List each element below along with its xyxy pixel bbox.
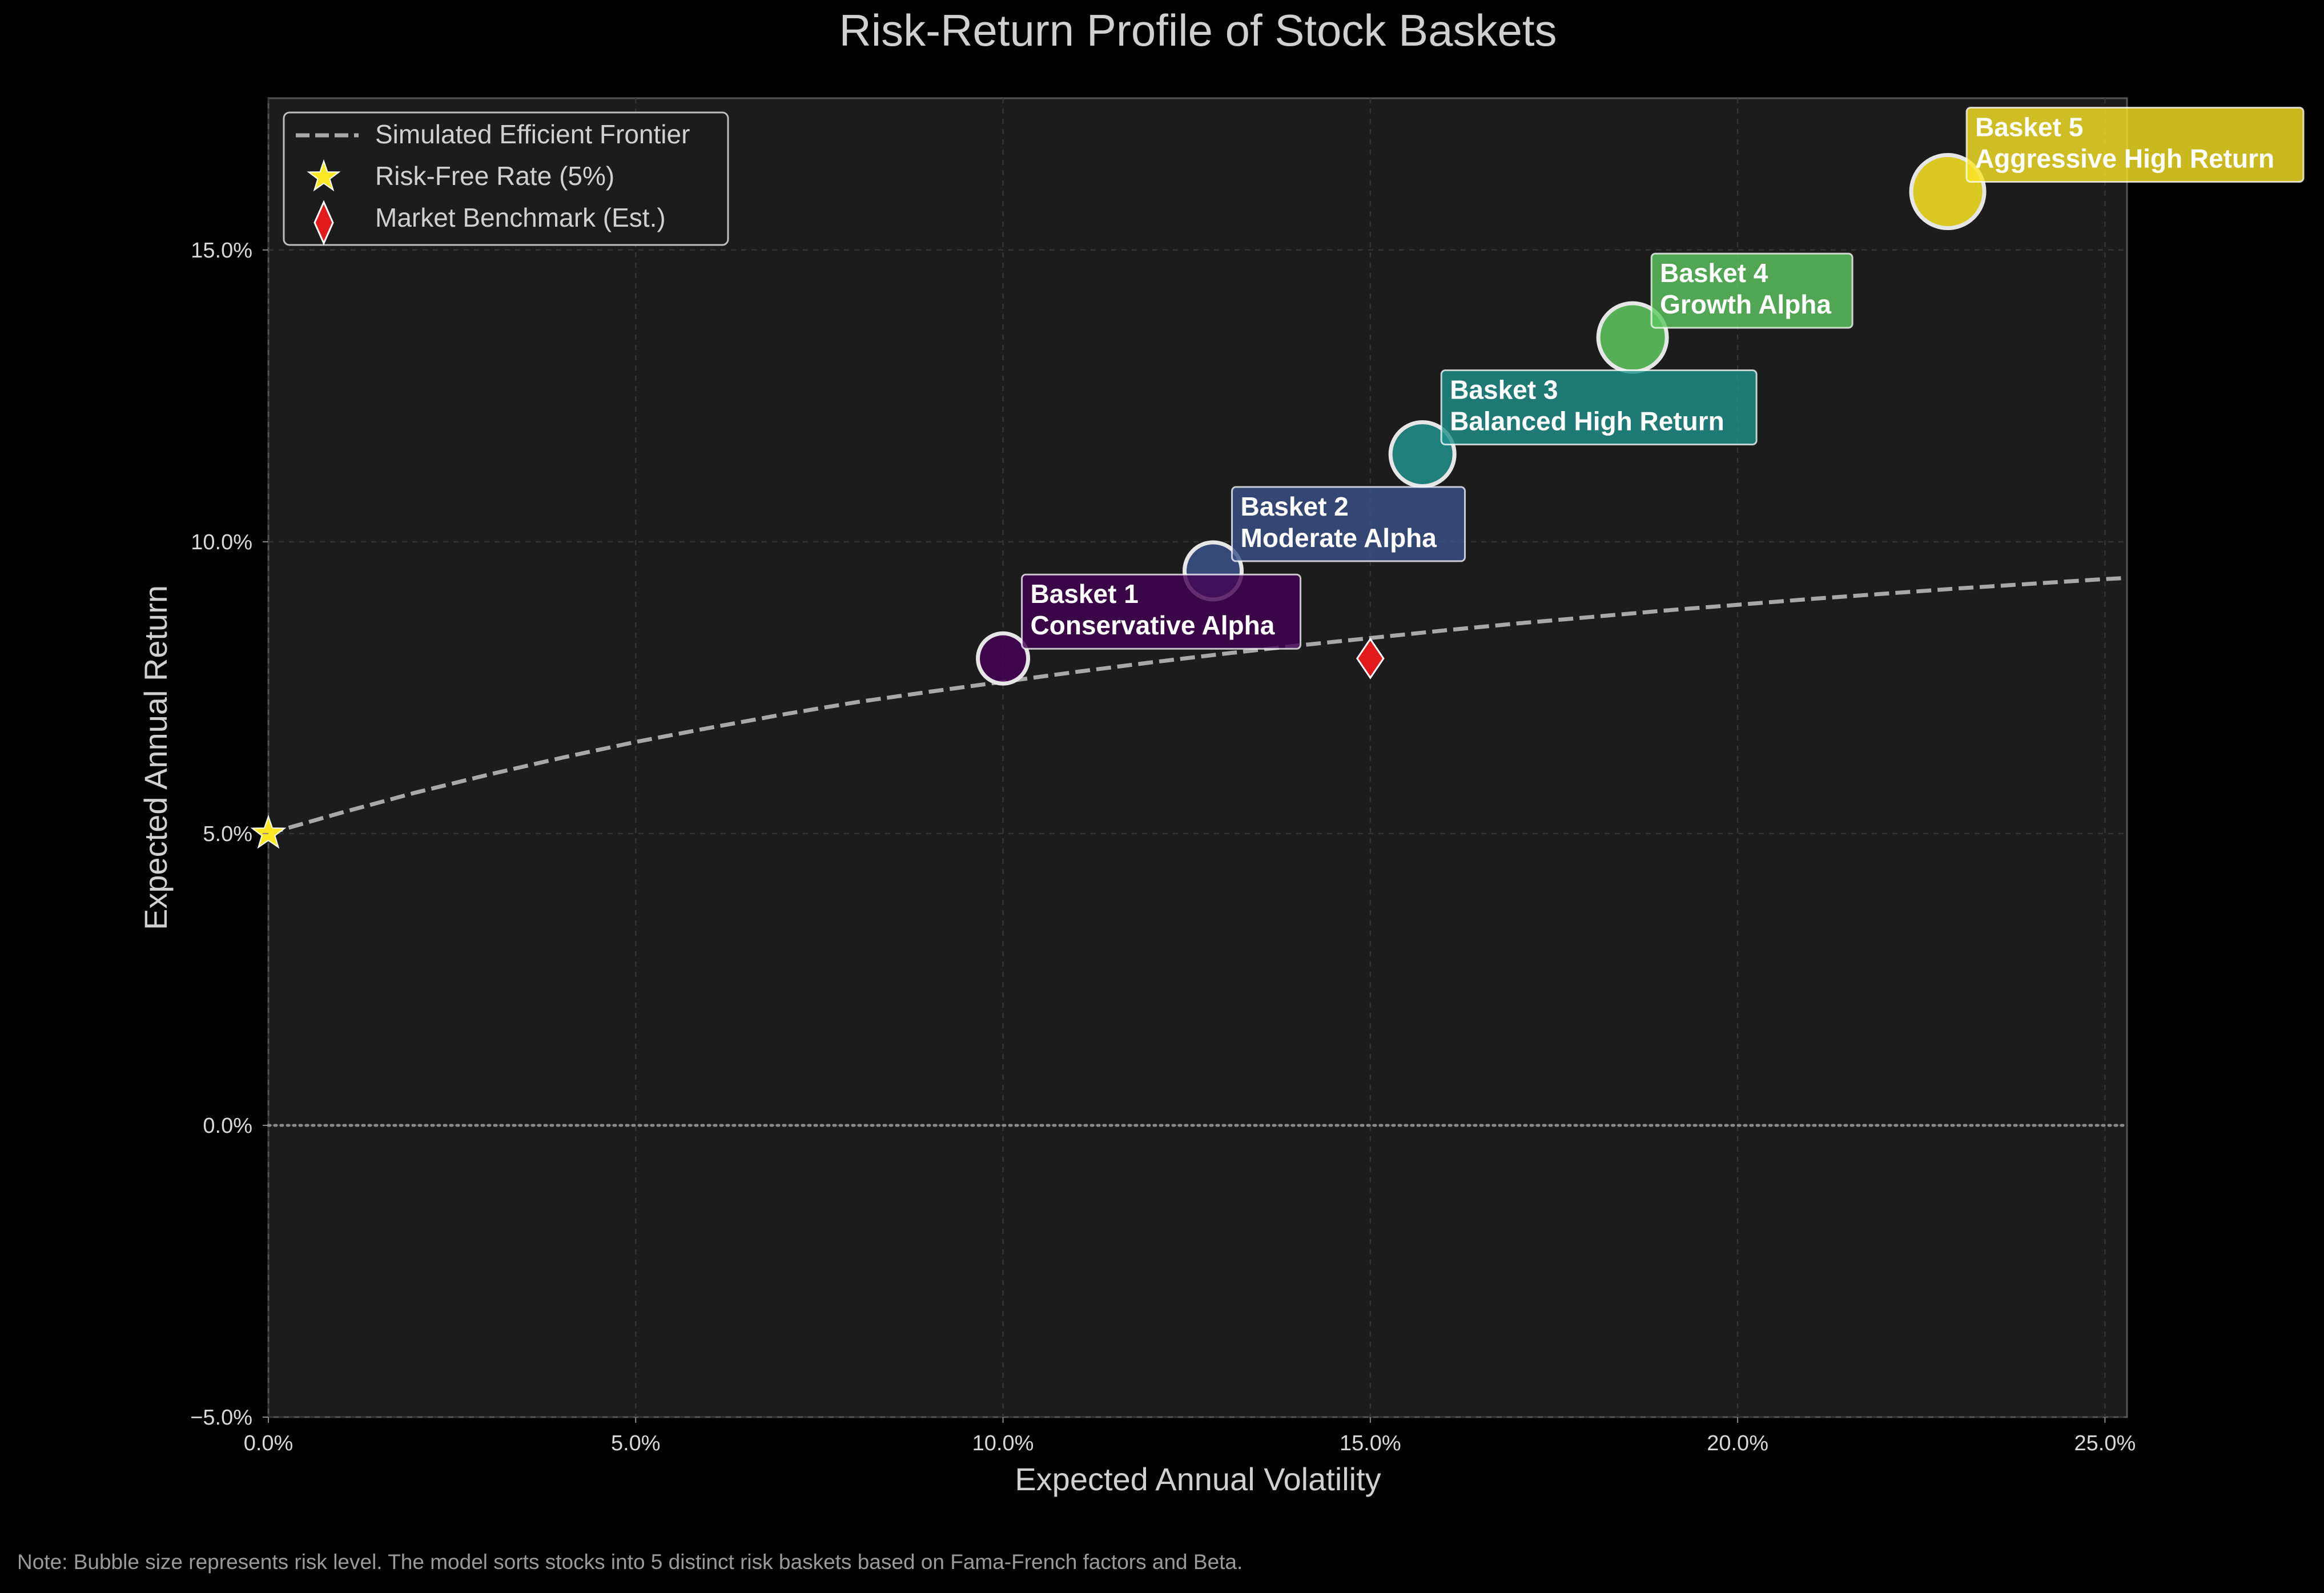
basket-5-title: Basket 5 [1975, 112, 2083, 142]
x-tick-label: 0.0% [244, 1431, 293, 1455]
basket-1-subtitle: Conservative Alpha [1031, 610, 1275, 640]
basket-3-label-box [1440, 369, 1758, 445]
x-tick-label: 25.0% [2074, 1431, 2136, 1455]
legend-star-icon [307, 159, 341, 192]
legend-label-risk-free: Risk-Free Rate (5%) [375, 161, 614, 191]
chart-title: Risk-Return Profile of Stock Baskets [839, 5, 1557, 55]
x-tick-label: 15.0% [1340, 1431, 1401, 1455]
x-tick-label: 20.0% [1707, 1431, 1768, 1455]
y-axis-label: Expected Annual Return [138, 585, 174, 930]
basket-4-title: Basket 4 [1660, 258, 1768, 288]
y-tick-label: −5.0% [190, 1406, 252, 1430]
risk-free-star-icon [250, 814, 287, 849]
efficient-frontier-line [268, 576, 2128, 836]
basket-4-subtitle: Growth Alpha [1660, 289, 1831, 319]
basket-1-title: Basket 1 [1031, 579, 1139, 609]
legend-box [283, 111, 729, 246]
market-benchmark-diamond-icon [1356, 637, 1385, 679]
x-tick-label: 5.0% [611, 1431, 661, 1455]
y-tick-label: 5.0% [203, 822, 252, 846]
basket-5-subtitle: Aggressive High Return [1975, 144, 2274, 174]
basket-1-bubble [976, 631, 1031, 686]
legend-label-frontier: Simulated Efficient Frontier [375, 119, 690, 149]
legend-diamond-icon [313, 200, 334, 246]
footnote: Note: Bubble size represents risk level.… [17, 1550, 1243, 1574]
y-tick-label: 0.0% [203, 1114, 252, 1138]
y-tick-label: 15.0% [191, 239, 252, 263]
basket-5-label-box [1965, 107, 2305, 183]
basket-4-label-box [1650, 252, 1853, 329]
basket-2-subtitle: Moderate Alpha [1241, 523, 1437, 553]
basket-1-label-box [1021, 573, 1302, 650]
efficient-frontier [268, 576, 2128, 836]
basket-3-subtitle: Balanced High Return [1450, 406, 1724, 436]
legend-label-benchmark: Market Benchmark (Est.) [375, 203, 666, 232]
basket-3-title: Basket 3 [1450, 375, 1558, 404]
basket-2-label-box [1231, 486, 1466, 562]
legend: Simulated Efficient Frontier Risk-Free R… [283, 111, 729, 246]
y-tick-label: 10.0% [191, 530, 252, 554]
x-tick-label: 10.0% [972, 1431, 1034, 1455]
basket-2-title: Basket 2 [1241, 492, 1349, 521]
ticks: 0.0% 5.0% 10.0% 15.0% 20.0% 25.0%−5.0%0.0%5.0… [190, 239, 2136, 1455]
x-axis-label: Expected Annual Volatility [1015, 1461, 1381, 1497]
